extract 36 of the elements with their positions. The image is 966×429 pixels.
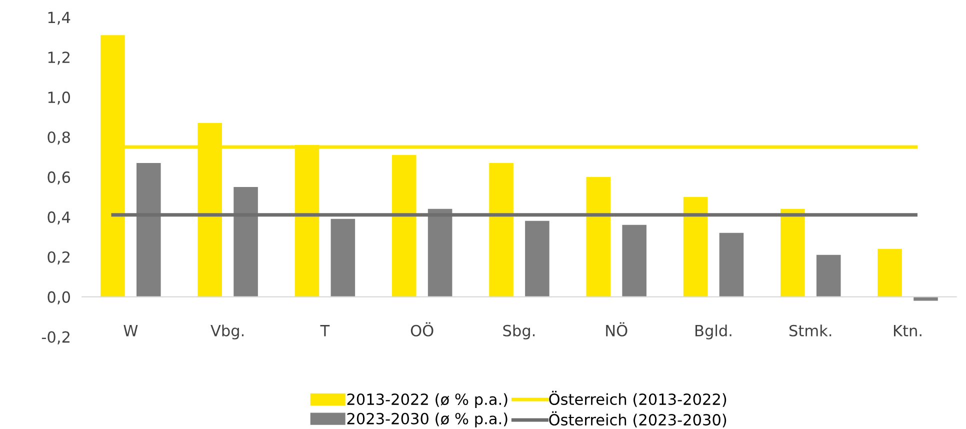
x-tick-label: OÖ	[410, 322, 434, 336]
y-tick-label: 0,4	[48, 211, 70, 224]
x-tick-label: Sbg.	[503, 324, 535, 340]
legend-label: Österreich (2023-2030)	[549, 411, 726, 428]
bar	[330, 218, 356, 297]
y-tick-label: -0,2	[42, 331, 70, 344]
bar	[878, 248, 902, 297]
y-tick-label: 1,4	[48, 12, 70, 25]
x-tick-label: Vbg.	[210, 324, 244, 340]
y-tick-label: 0,2	[48, 251, 70, 264]
x-tick-label: W	[124, 325, 138, 336]
legend-label: Österreich (2013-2022)	[549, 390, 726, 407]
x-tick-label: T	[320, 325, 330, 336]
bar	[683, 196, 708, 297]
bar	[719, 232, 744, 297]
bar	[428, 208, 452, 297]
bar	[234, 186, 258, 297]
legend-label: 2023-2030 (ø % p.a.)	[347, 412, 508, 428]
x-tick-label: NÖ	[606, 322, 628, 336]
bar	[489, 162, 514, 297]
bar	[136, 162, 161, 297]
y-tick-label: 0,6	[48, 171, 70, 185]
y-tick-label: 0,8	[48, 131, 70, 145]
x-tick-label: Bgld.	[696, 324, 732, 340]
bar	[525, 220, 550, 297]
y-tick-label: 1,0	[48, 92, 70, 105]
x-tick-label: Ktn.	[894, 325, 922, 336]
y-tick-label: 1,2	[48, 52, 70, 65]
bar	[586, 176, 611, 297]
legend-label: 2013-2022 (ø % p.a.)	[347, 393, 508, 408]
bar	[780, 208, 805, 297]
bar	[816, 254, 841, 297]
bar	[392, 154, 416, 297]
x-tick-label: Stmk.	[790, 324, 832, 336]
y-tick-label: 0,0	[48, 291, 70, 304]
bar	[622, 224, 646, 297]
